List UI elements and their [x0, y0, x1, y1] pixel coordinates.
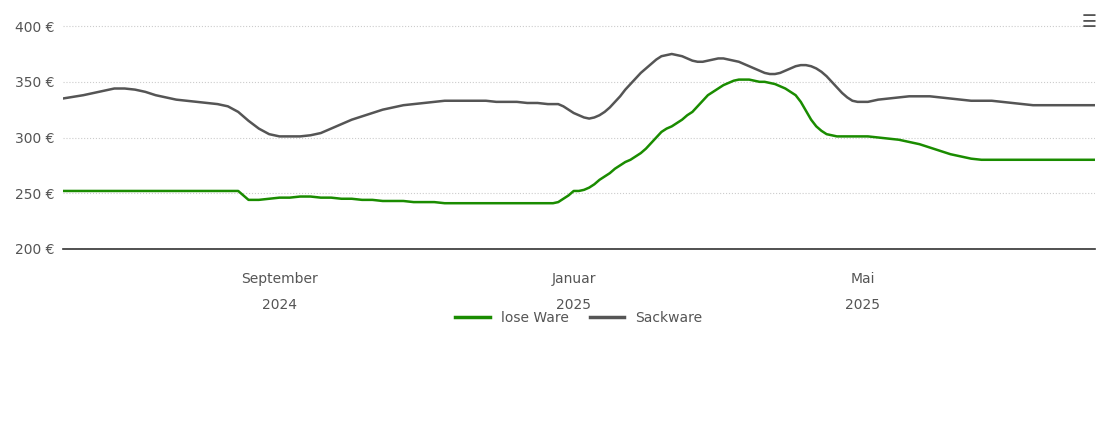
- Text: Mai: Mai: [850, 272, 875, 286]
- Text: 2025: 2025: [556, 298, 592, 312]
- Text: 2024: 2024: [262, 298, 297, 312]
- Text: 2025: 2025: [845, 298, 880, 312]
- Text: ☰: ☰: [1082, 13, 1097, 31]
- Text: September: September: [241, 272, 317, 286]
- Legend: lose Ware, Sackware: lose Ware, Sackware: [450, 306, 708, 331]
- Text: Januar: Januar: [552, 272, 596, 286]
